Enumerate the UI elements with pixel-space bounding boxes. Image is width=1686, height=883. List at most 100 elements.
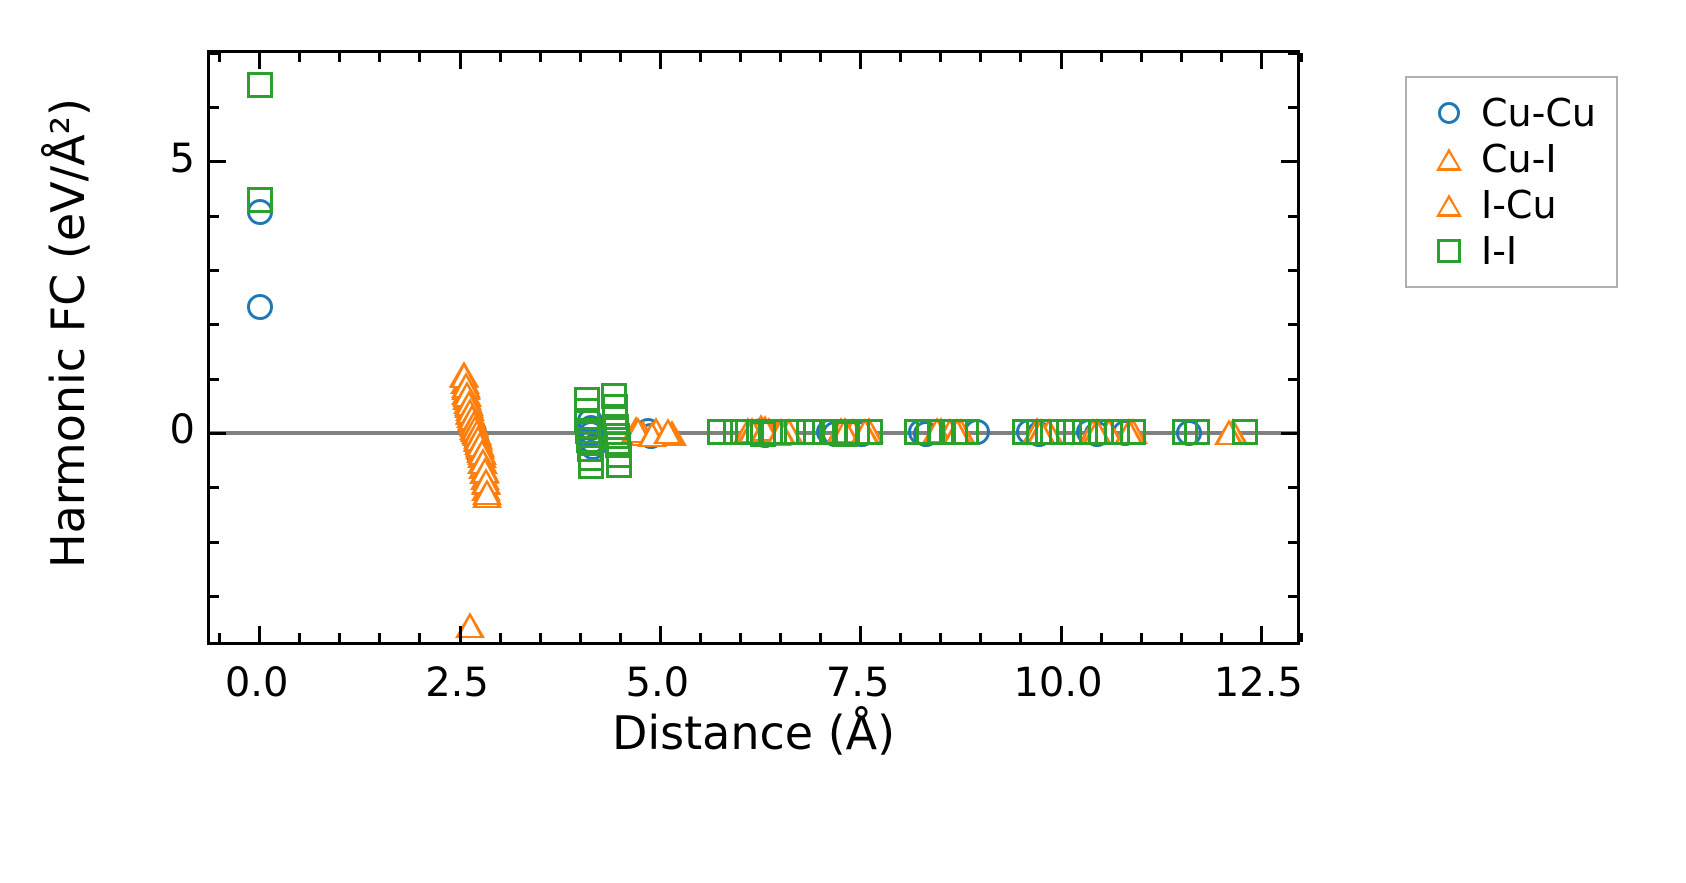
data-point-i-i (1039, 419, 1066, 446)
x-tick-top (378, 53, 382, 62)
x-tick (738, 633, 742, 642)
data-point-i-i (779, 419, 806, 446)
x-tick-top (338, 53, 342, 62)
x-tick (1059, 626, 1063, 642)
triangle-inner (926, 422, 947, 442)
data-point-i-i (1088, 419, 1115, 446)
x-tick (378, 633, 382, 642)
y-tick-right (1281, 431, 1297, 435)
x-tick (258, 626, 262, 642)
y-tick-label: 0 (169, 407, 195, 454)
legend: Cu-Cu Cu-I I-Cu I-I (1405, 76, 1618, 288)
x-tick-top (1099, 53, 1103, 62)
x-tick (819, 633, 823, 642)
x-tick (218, 633, 222, 642)
x-tick-top (1019, 53, 1023, 62)
legend-label: I-I (1481, 229, 1518, 273)
data-point-i-i (707, 418, 734, 445)
data-point-i-cu (472, 479, 503, 506)
y-tick-right (1281, 160, 1297, 164)
data-point-i-i (1104, 419, 1131, 446)
data-point-i-i (1072, 419, 1099, 446)
x-tick-top (1179, 53, 1183, 62)
x-tick (578, 633, 582, 642)
data-point-i-i (843, 419, 870, 446)
x-tick-label: 7.5 (825, 660, 890, 706)
x-tick-label: 2.5 (425, 660, 489, 706)
y-tick-label: 5 (169, 135, 195, 182)
data-point-cu-cu (246, 294, 273, 321)
x-tick (498, 633, 502, 642)
x-tick (899, 633, 903, 642)
y-tick-right (1288, 594, 1297, 598)
x-tick-top (258, 53, 262, 69)
x-tick-label: 10.0 (1013, 660, 1103, 706)
x-tick-label: 12.5 (1213, 660, 1303, 706)
x-tick-top (738, 53, 742, 62)
data-point-i-i (1011, 419, 1038, 446)
triangle-inner (658, 422, 679, 442)
data-point-i-i (1232, 419, 1259, 446)
x-tick-top (658, 53, 662, 69)
data-point-i-i (1184, 419, 1211, 446)
data-point-i-i (761, 419, 788, 446)
circle-marker-icon (1421, 102, 1477, 124)
x-tick-top (1059, 53, 1063, 69)
x-tick (1139, 633, 1143, 642)
x-tick-top (899, 53, 903, 62)
x-tick-top (1299, 53, 1303, 62)
triangle-marker-icon (1421, 193, 1477, 217)
data-point-i-i (578, 452, 605, 479)
x-tick-top (538, 53, 542, 62)
legend-label: Cu-I (1481, 137, 1557, 181)
y-tick-right (1288, 105, 1297, 109)
y-tick (210, 105, 219, 109)
x-tick-top (819, 53, 823, 62)
data-point-i-i (606, 451, 633, 478)
triangle-inner (477, 484, 498, 504)
y-tick (210, 268, 219, 272)
data-point-i-i (246, 71, 273, 98)
y-tick-right (1288, 540, 1297, 544)
x-tick-top (979, 53, 983, 62)
legend-item-i-cu[interactable]: I-Cu (1421, 182, 1596, 228)
x-tick (979, 633, 983, 642)
x-tick (418, 633, 422, 642)
data-point-i-i (1056, 419, 1082, 446)
triangle-glyph (1436, 193, 1462, 217)
legend-item-i-i[interactable]: I-I (1421, 228, 1596, 274)
x-tick (939, 633, 943, 642)
x-tick-top (939, 53, 943, 62)
x-tick-top (698, 53, 702, 62)
legend-item-cu-i[interactable]: Cu-I (1421, 136, 1596, 182)
data-point-i-i (953, 419, 980, 446)
x-tick (1179, 633, 1183, 642)
y-tick-right (1288, 377, 1297, 381)
x-tick-top (1139, 53, 1143, 62)
x-tick (779, 633, 783, 642)
x-tick (618, 633, 622, 642)
square-glyph (1437, 239, 1461, 263)
x-tick-top (618, 53, 622, 62)
x-tick (658, 626, 662, 642)
x-tick (1259, 626, 1263, 642)
square-marker-icon (1421, 239, 1477, 263)
x-tick-top (1219, 53, 1223, 62)
data-point-i-cu (653, 417, 684, 444)
plot-area (207, 50, 1303, 645)
x-tick (1219, 633, 1223, 642)
x-tick-top (458, 53, 462, 69)
y-tick-right (1288, 486, 1297, 490)
data-point-i-i (1120, 419, 1147, 446)
x-tick-top (498, 53, 502, 62)
y-tick-right (1288, 268, 1297, 272)
legend-item-cu-cu[interactable]: Cu-Cu (1421, 90, 1596, 136)
x-tick-top (298, 53, 302, 62)
y-tick (210, 214, 219, 218)
x-tick-top (418, 53, 422, 62)
triangle-inner (459, 617, 480, 637)
y-tick (210, 160, 226, 164)
y-tick (210, 594, 219, 598)
y-tick (210, 323, 219, 327)
x-tick (298, 633, 302, 642)
